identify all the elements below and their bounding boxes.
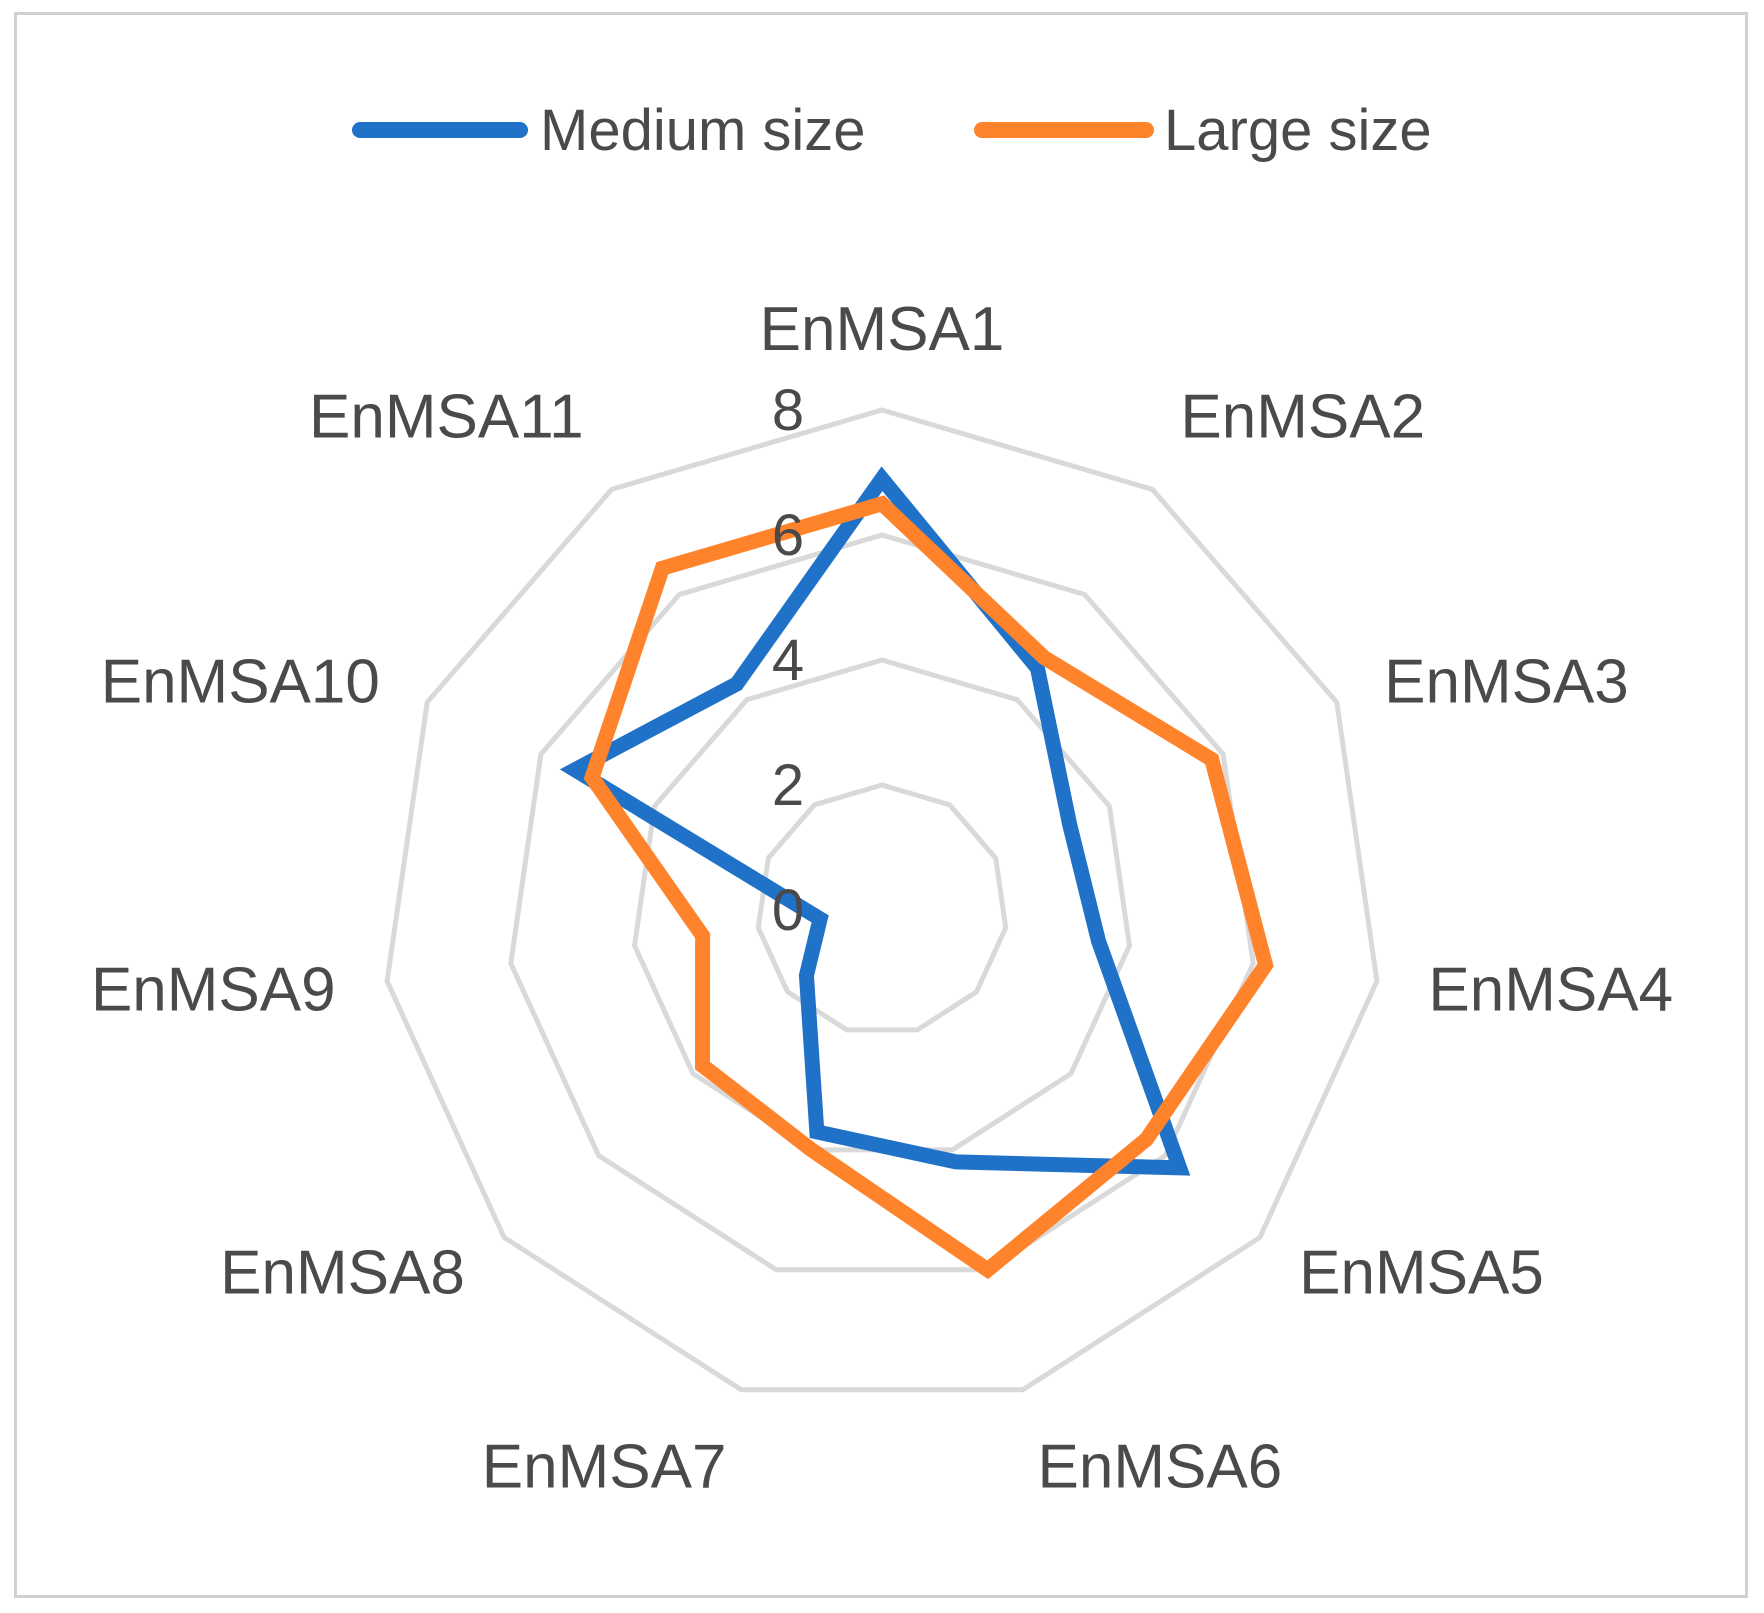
grid-ring-6 — [508, 532, 1256, 1273]
data-point-1-7 — [816, 1131, 818, 1133]
data-point-2-8 — [702, 1065, 704, 1067]
data-point-2-11 — [661, 567, 663, 569]
data-point-1-8 — [805, 974, 807, 976]
data-point-2-9 — [702, 935, 704, 937]
radial-tick-labels: 0 2 4 6 8 — [772, 378, 804, 943]
legend: Medium size Large size — [352, 98, 1432, 163]
category-label-10: EnMSA10 — [101, 648, 380, 717]
tick-label-8: 8 — [772, 378, 804, 443]
tick-label-6: 6 — [772, 503, 804, 568]
category-label-6: EnMSA6 — [1038, 1433, 1283, 1502]
category-label-7: EnMSA7 — [482, 1433, 727, 1502]
category-labels: EnMSA1 EnMSA2 EnMSA3 EnMSA4 EnMSA5 EnMSA6 EnMS… — [91, 295, 1673, 1502]
category-label-2: EnMSA2 — [1180, 383, 1425, 452]
category-label-3: EnMSA3 — [1384, 648, 1629, 717]
data-point-2-6 — [987, 1269, 989, 1271]
data-point-2-7 — [811, 1149, 813, 1151]
category-label-8: EnMSA8 — [220, 1238, 465, 1307]
legend-label-1: Medium size — [540, 98, 866, 163]
data-point-1-1 — [881, 478, 883, 480]
data-point-2-10 — [591, 777, 593, 779]
data-point-2-3 — [1211, 758, 1213, 760]
grid-ring-8 — [384, 407, 1380, 1393]
data-point-2-2 — [1043, 657, 1045, 659]
category-label-5: EnMSA5 — [1299, 1238, 1544, 1307]
category-label-11: EnMSA11 — [309, 383, 584, 452]
data-point-2-4 — [1265, 964, 1267, 966]
category-label-1: EnMSA1 — [760, 295, 1005, 364]
chart-frame — [14, 12, 1748, 1598]
tick-label-4: 4 — [772, 628, 804, 693]
grid — [384, 407, 1380, 1393]
data-point-2-1 — [881, 503, 883, 505]
category-label-4: EnMSA4 — [1428, 956, 1673, 1025]
series-line-2 — [583, 495, 1274, 1280]
legend-label-2: Large size — [1164, 98, 1432, 163]
data-point-1-10 — [574, 769, 576, 771]
data-point-2-5 — [1146, 1138, 1148, 1140]
data-point-1-3 — [1069, 823, 1071, 825]
data-point-1-6 — [955, 1161, 957, 1163]
data-point-1-11 — [736, 683, 738, 685]
tick-label-0: 0 — [772, 878, 804, 943]
data-point-1-5 — [1179, 1167, 1181, 1169]
category-label-9: EnMSA9 — [91, 956, 336, 1025]
series-lines — [559, 466, 1274, 1280]
data-point-1-4 — [1098, 940, 1100, 942]
grid-ring-2 — [755, 782, 1009, 1033]
data-point-1-2 — [1036, 667, 1038, 669]
series-line-1 — [559, 466, 1191, 1176]
tick-label-2: 2 — [772, 753, 804, 818]
data-point-1-9 — [819, 918, 821, 920]
